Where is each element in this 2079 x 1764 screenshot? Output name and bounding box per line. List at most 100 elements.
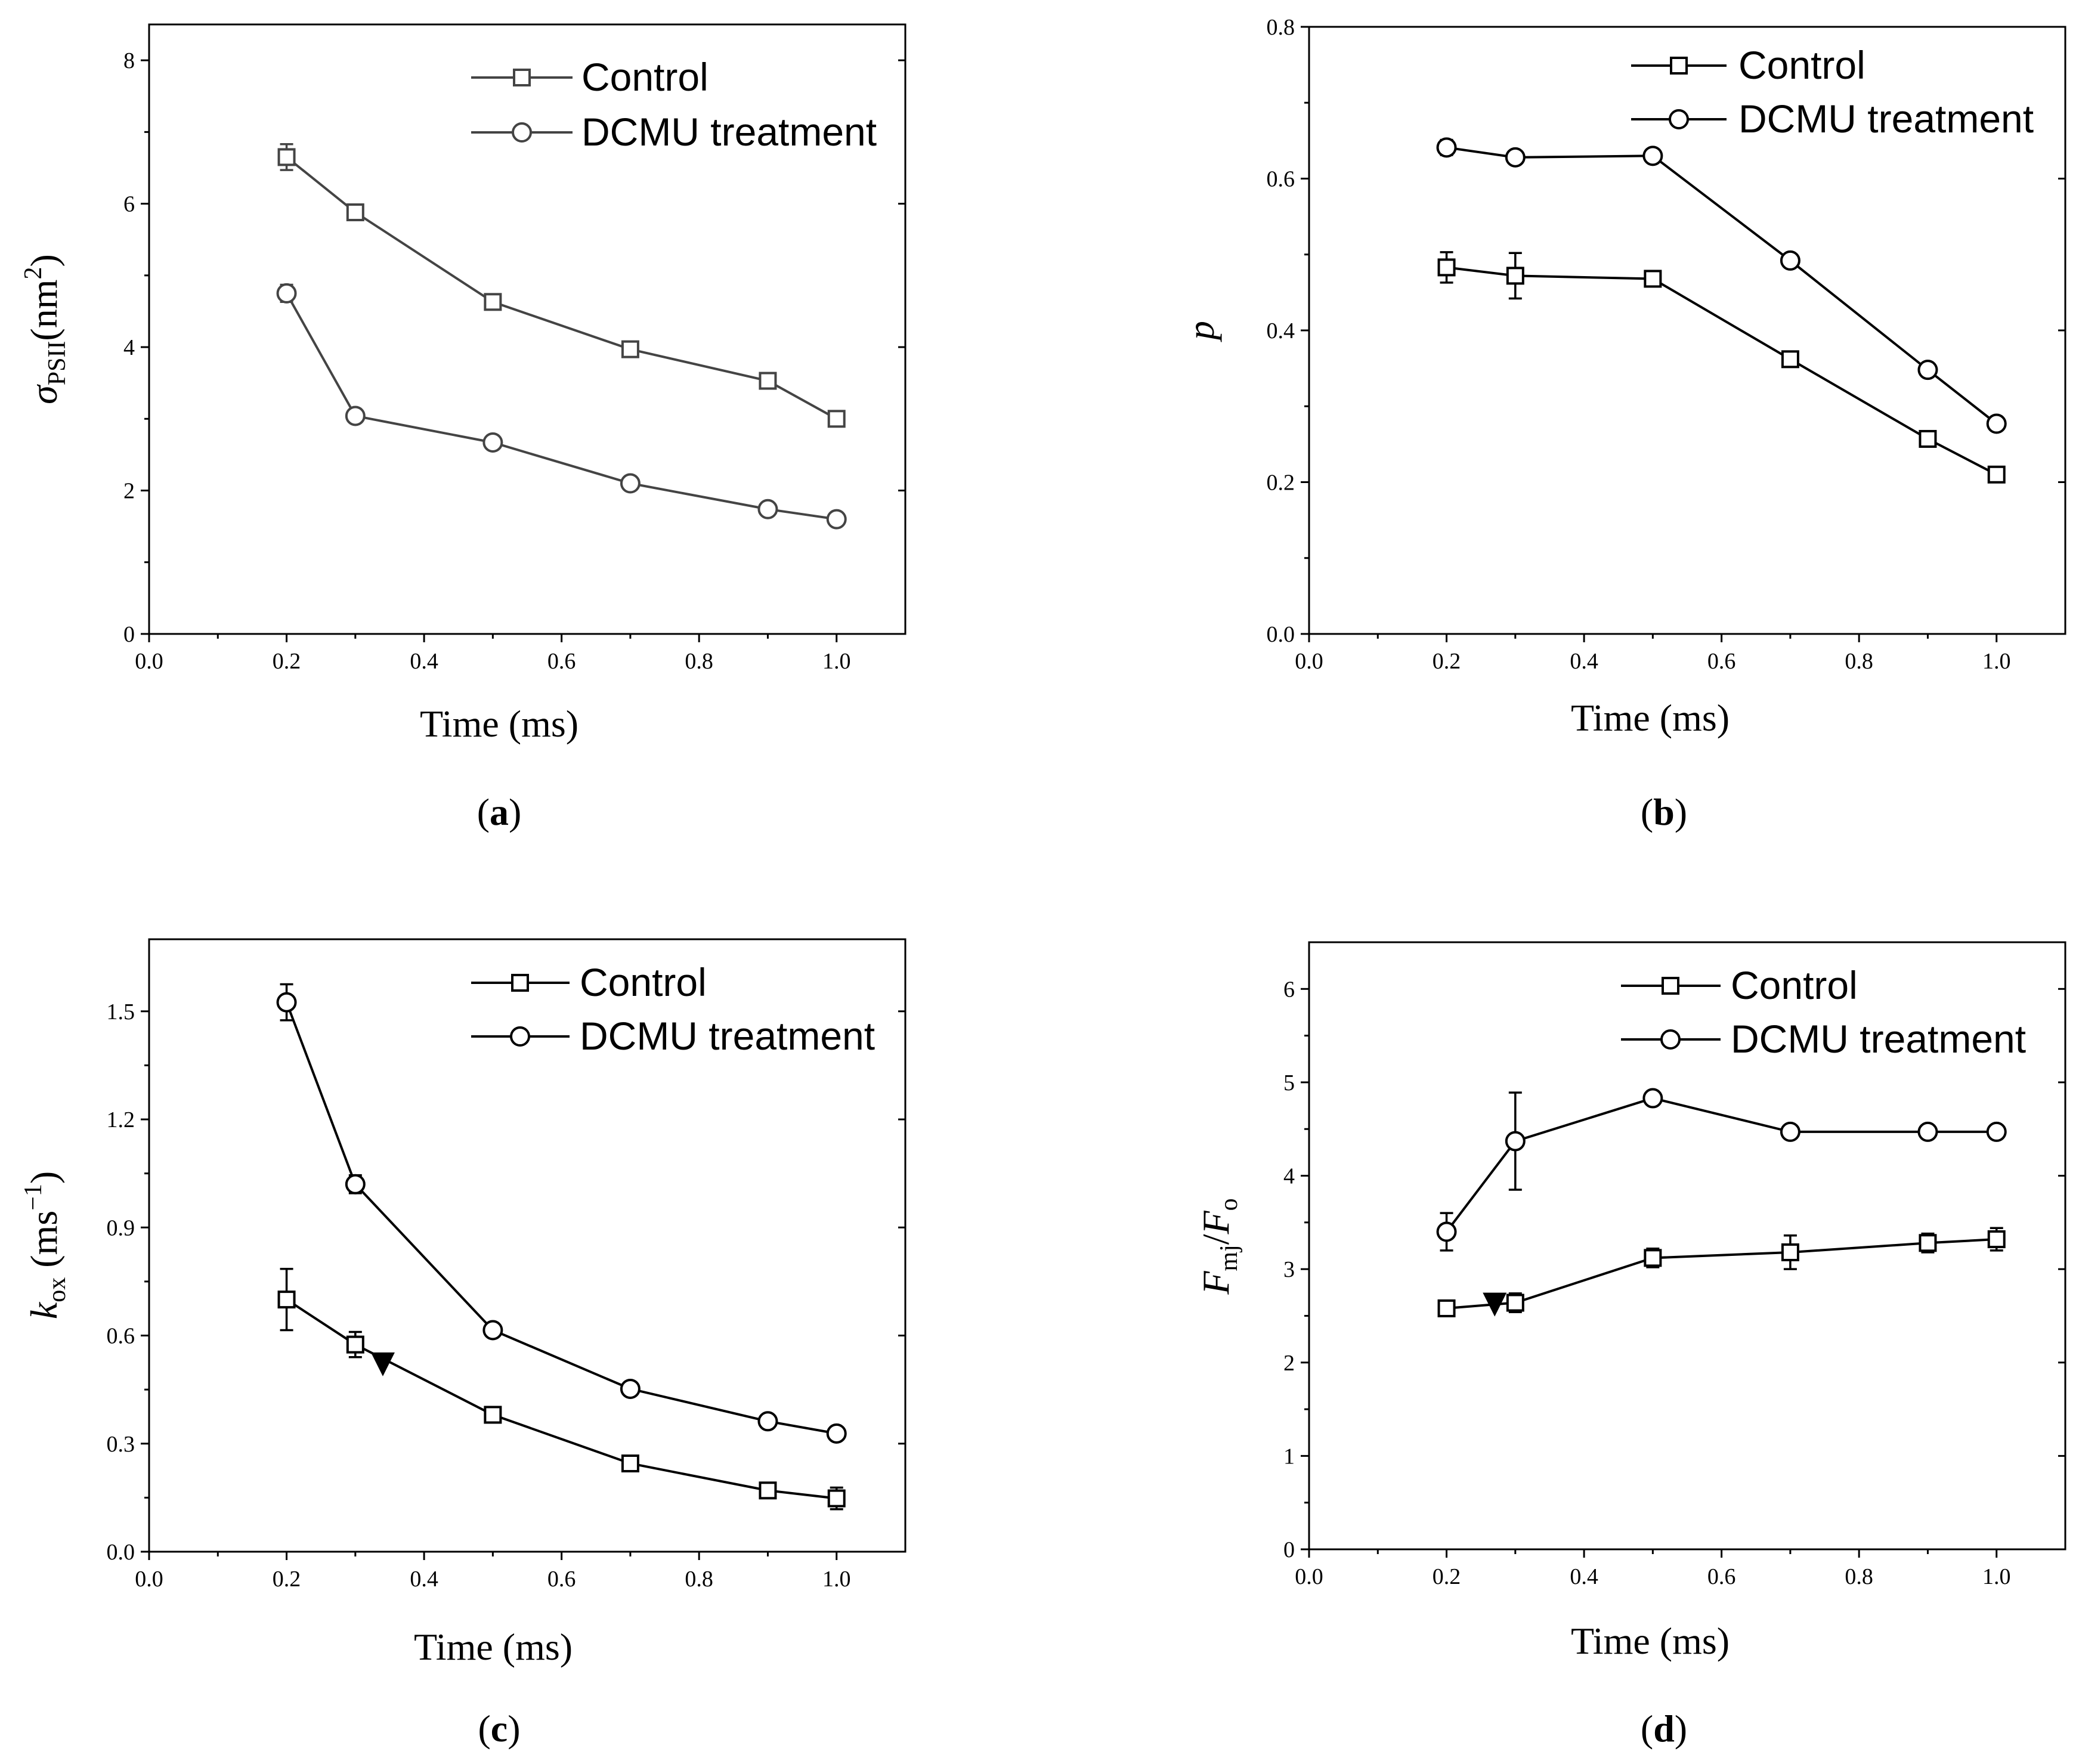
panel-b-x-axis-label: Time (ms) xyxy=(1571,697,1730,739)
panel-b-caption-close: ) xyxy=(1675,791,1687,833)
panel-a-legend: Control DCMU treatment xyxy=(471,55,877,154)
panel-d-x-axis-label: Time (ms) xyxy=(1571,1620,1730,1662)
panel-d-dcmu-point xyxy=(1986,1121,2007,1142)
panel-d-control-point xyxy=(1644,1249,1662,1267)
panel-b-series xyxy=(1436,137,2007,484)
panel-a-y-label-rest: (nm xyxy=(23,279,65,341)
panel-c-ticks xyxy=(141,1010,905,1560)
panel-c-dcmu-point xyxy=(482,1320,503,1341)
panel-a-legend-dcmu-marker xyxy=(512,122,532,143)
panel-d-dcmu-point xyxy=(1505,1131,1526,1152)
panel-d-control-point xyxy=(1781,1243,1799,1261)
panel-c-caption-letter: c xyxy=(491,1707,508,1750)
panel-b-dcmu-point xyxy=(1780,250,1800,271)
panel-b-control-point xyxy=(1919,429,1937,448)
panel-d-series xyxy=(1436,1088,2007,1317)
panel-a-x-tick-label: 0.4 xyxy=(410,649,438,674)
panel-d-y-tick-label: 2 xyxy=(1283,1351,1295,1376)
panel-a-dcmu-point xyxy=(345,406,366,426)
panel-a: 0.0 0.2 0.4 0.6 0.8 1.0 0 2 4 6 8 Control DCMU tre… xyxy=(20,23,907,833)
panel-d-y-tick-label: 1 xyxy=(1283,1444,1295,1469)
panel-a-y-axis-label: σPSII(nm2) xyxy=(20,254,71,404)
panel-b-dcmu-point xyxy=(1642,146,1663,166)
panel-d-control-point xyxy=(1437,1299,1456,1317)
panel-a-legend-control-marker xyxy=(513,69,531,86)
panel-a-dcmu-point xyxy=(826,509,847,530)
panel-d-dcmu-point xyxy=(1917,1121,1938,1142)
panel-c-dcmu-point xyxy=(345,1174,366,1194)
panel-d-x-tick-label: 1.0 xyxy=(1982,1564,2011,1589)
panel-c-y-tick-label: 1.2 xyxy=(107,1107,135,1132)
panel-c-series-control-line xyxy=(286,1298,837,1500)
panel-c-x-tick-label: 0.2 xyxy=(273,1567,301,1592)
panel-a-caption-close: ) xyxy=(509,791,521,833)
panel-a-y-tick-label: 4 xyxy=(123,335,135,360)
panel-d-tick-labels: 0.0 0.2 0.4 0.6 0.8 1.0 0 1 2 3 4 5 6 xyxy=(1283,977,2010,1589)
panel-c-plot-frame xyxy=(148,938,907,1553)
panel-b-y-tick-label: 0.8 xyxy=(1267,15,1295,40)
panel-b-legend-control-label: Control xyxy=(1738,43,1865,87)
panel-a-control-point xyxy=(346,203,364,222)
panel-c-y-axis-label: kox (ms−1) xyxy=(20,1171,71,1319)
panel-c-x-axis-label: Time (ms) xyxy=(414,1626,573,1668)
panel-d-down-triangle-marker xyxy=(1483,1292,1507,1317)
panel-d-plot-frame xyxy=(1308,941,2066,1551)
panel-d-caption-letter: d xyxy=(1653,1707,1675,1750)
panel-b-control-point xyxy=(1506,267,1524,285)
panel-b-caption-letter: b xyxy=(1653,791,1675,833)
panel-d-dcmu-point xyxy=(1436,1221,1457,1242)
panel-d-y-label-mid: / xyxy=(1195,1234,1237,1245)
panel-c-control-point xyxy=(277,1290,296,1309)
panel-d-control-point xyxy=(1506,1293,1524,1312)
panel-c-control-point xyxy=(484,1406,502,1424)
panel-a-x-tick-label: 0.2 xyxy=(273,649,301,674)
panel-d: 0.0 0.2 0.4 0.6 0.8 1.0 0 1 2 3 4 5 6 Control DCMU t… xyxy=(1195,941,2066,1750)
panel-b-x-tick-label: 0.8 xyxy=(1845,649,1873,674)
panel-b: 0.0 0.2 0.4 0.6 0.8 1.0 0.0 0.2 0.4 0.6 0.8 Contro… xyxy=(1180,15,2066,833)
panel-c-y-label-symbol: k xyxy=(23,1301,65,1319)
panel-a-dcmu-point xyxy=(757,499,778,519)
panel-c-control-point xyxy=(827,1489,846,1508)
panel-c-caption-open: ( xyxy=(478,1707,490,1750)
panel-c-x-tick-label: 0.0 xyxy=(135,1567,163,1592)
panel-c-control-point xyxy=(346,1335,364,1354)
panel-a-x-tick-label: 0.0 xyxy=(135,649,163,674)
panel-c-legend-dcmu-label: DCMU treatment xyxy=(580,1014,875,1058)
panel-d-y-tick-label: 0 xyxy=(1283,1537,1295,1562)
panel-b-control-point xyxy=(1644,270,1662,288)
panel-d-caption: (d) xyxy=(1641,1707,1687,1750)
panel-a-dcmu-point xyxy=(620,473,641,494)
panel-a-control-point xyxy=(759,372,777,390)
panel-b-x-tick-label: 0.6 xyxy=(1707,649,1736,674)
panel-a-control-point xyxy=(484,293,502,311)
panel-b-y-tick-label: 0.4 xyxy=(1267,318,1295,343)
panel-d-y-tick-label: 4 xyxy=(1283,1164,1295,1189)
panel-a-dcmu-point xyxy=(276,283,297,304)
panel-d-y-tick-label: 5 xyxy=(1283,1070,1295,1095)
panel-d-control-point xyxy=(1919,1234,1937,1252)
panel-a-control-point xyxy=(621,340,639,358)
panel-a-caption-letter: a xyxy=(490,791,509,833)
panel-a-plot-frame xyxy=(148,23,907,635)
panel-d-y-axis-label: Fmj/Fo xyxy=(1195,1198,1243,1295)
panel-c: 0.0 0.2 0.4 0.6 0.8 1.0 0.0 0.3 0.6 0.9 1.2 1.5 Con… xyxy=(20,938,907,1750)
panel-c-legend-control-marker xyxy=(511,974,529,992)
panel-b-control-point xyxy=(1987,465,2006,484)
panel-c-y-tick-label: 0.3 xyxy=(107,1432,135,1457)
panel-c-tick-labels: 0.0 0.2 0.4 0.6 0.8 1.0 0.0 0.3 0.6 0.9 1.2 1.5 xyxy=(107,999,851,1592)
panel-c-y-tick-label: 0.9 xyxy=(107,1215,135,1240)
panel-c-y-label-sub: ox xyxy=(44,1277,71,1302)
panel-c-x-tick-label: 0.4 xyxy=(410,1567,438,1592)
panel-d-caption-close: ) xyxy=(1675,1707,1687,1750)
panel-a-control-point xyxy=(277,148,296,166)
panel-c-y-tick-label: 0.0 xyxy=(107,1540,135,1565)
panel-d-y-label-sub: mj xyxy=(1215,1245,1243,1271)
panel-d-dcmu-point xyxy=(1642,1088,1663,1109)
panel-d-series-dcmu-line xyxy=(1445,1097,1997,1233)
panel-c-series-dcmu-line xyxy=(285,1001,837,1435)
panel-c-y-tick-label: 0.6 xyxy=(107,1324,135,1349)
panel-a-ticks xyxy=(141,59,905,642)
panel-b-x-tick-label: 0.0 xyxy=(1295,649,1323,674)
panel-d-series-control-line xyxy=(1446,1238,1997,1310)
